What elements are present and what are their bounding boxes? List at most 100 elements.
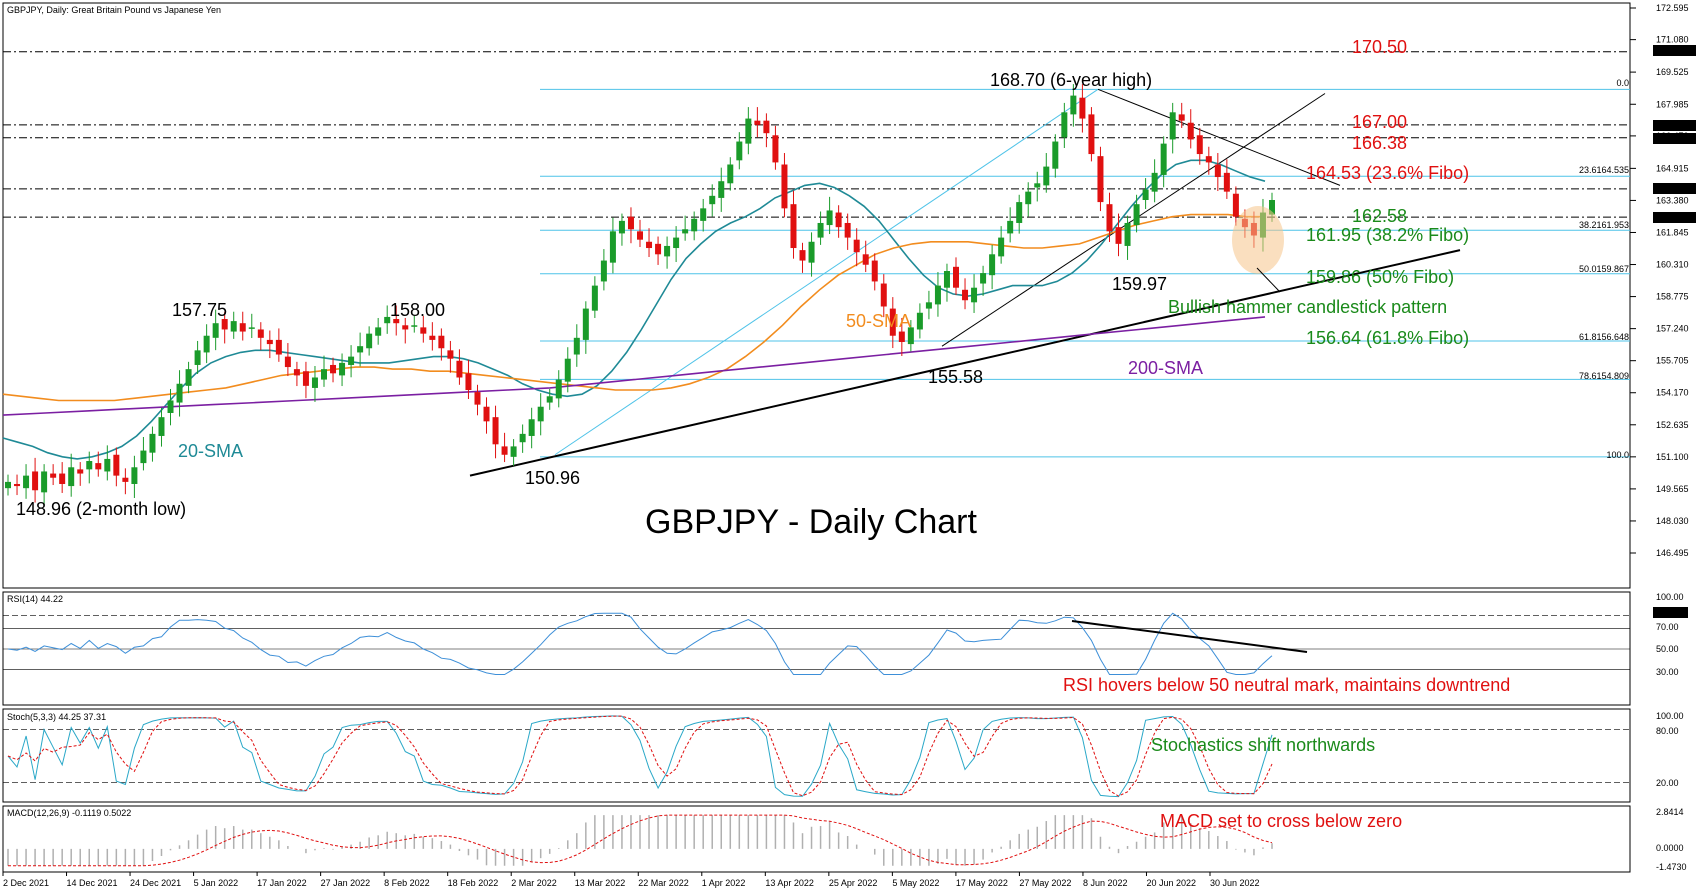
price-tick-label: 160.310 [1656, 260, 1689, 270]
candle-body [104, 458, 111, 472]
price-axis-highlights: 170.500 167.000 166.387 163.932 162.589 [1653, 45, 1696, 223]
date-tick-label: 13 Mar 2022 [575, 878, 626, 888]
candle-body [501, 446, 508, 455]
date-tick-label: 30 Jun 2022 [1210, 878, 1260, 888]
stoch-header: Stoch(5,3,3) 44.25 37.31 [7, 712, 106, 722]
candle-body [348, 356, 355, 365]
candle-body [339, 362, 346, 376]
fibo-anchor-line [554, 88, 1099, 456]
rsi-tick-70: 70.00 [1656, 622, 1679, 632]
candle-body [618, 220, 625, 234]
candle-body [826, 210, 833, 226]
candle-body [402, 325, 409, 330]
candle-body [772, 135, 779, 163]
candle-body [808, 241, 815, 263]
candle-body [1269, 200, 1275, 215]
rsi-tick-50: 50.00 [1656, 644, 1679, 654]
candle-body [14, 483, 21, 487]
macd-indicator [7, 814, 1273, 867]
candle-body [835, 212, 842, 228]
stoch-tick-100: 100.00 [1656, 711, 1684, 721]
candle-body [889, 308, 896, 336]
candle-body [898, 331, 905, 342]
price-tick-label: 161.845 [1656, 227, 1689, 237]
price-pane [2, 2, 1631, 589]
candle-body [41, 471, 48, 493]
trendlines [469, 88, 1461, 477]
candle-body [77, 469, 84, 474]
axis-label-163-93: 163.932 [1656, 184, 1689, 194]
candle-body [113, 454, 120, 476]
candle-body [871, 260, 878, 282]
date-tick-label: 2 Mar 2022 [511, 878, 557, 888]
candle-body [465, 373, 472, 391]
candle-body [1205, 156, 1212, 163]
fibo-label-100: 100.0 [1606, 450, 1629, 460]
candle-body [1160, 143, 1167, 175]
annotation-150-96: 150.96 [525, 468, 580, 488]
macd-header: MACD(12,26,9) -0.1119 0.5022 [7, 808, 131, 818]
sma50-line [2, 213, 1265, 402]
candle-body [483, 406, 490, 422]
stoch-pane [2, 708, 1631, 803]
price-axis: 172.595171.080169.525167.985166.470164.9… [1630, 3, 1689, 558]
candle-body [907, 327, 914, 345]
candle-body [1007, 220, 1014, 234]
chart-header: GBPJPY, Daily: Great Britain Pound vs Ja… [7, 5, 221, 15]
candle-body [122, 477, 129, 482]
rsi-indicator [3, 612, 1630, 675]
candle-body [925, 302, 932, 309]
rsi-tick-82: 82.67 [1656, 608, 1679, 618]
date-tick-label: 5 May 2022 [892, 878, 939, 888]
date-tick-label: 25 Apr 2022 [829, 878, 878, 888]
candle-body [745, 118, 752, 144]
price-tick-label: 149.565 [1656, 484, 1689, 494]
candle-body [510, 446, 517, 457]
candle-body [971, 287, 978, 303]
annotation-200-sma: 200-SMA [1128, 358, 1203, 378]
candle-body [573, 337, 580, 355]
candle-body [447, 350, 454, 359]
date-tick-label: 14 Dec 2021 [67, 878, 118, 888]
macd-tick-zero: 0.0000 [1656, 843, 1684, 853]
candle-body [682, 229, 689, 234]
candle-body [1232, 193, 1239, 217]
price-tick-label: 164.915 [1656, 163, 1689, 173]
fibo-label-0: 0.0 [1616, 78, 1629, 88]
macd-tick-top: 2.8414 [1656, 807, 1684, 817]
candle-body [564, 358, 571, 382]
date-tick-label: 17 May 2022 [956, 878, 1008, 888]
candle-body [709, 195, 716, 205]
candle-body [176, 383, 183, 403]
date-tick-label: 24 Dec 2021 [130, 878, 181, 888]
rsi-tick-100: 100.00 [1656, 592, 1684, 602]
price-tick-label: 167.985 [1656, 99, 1689, 109]
candle-body [95, 463, 102, 470]
sma200-line [2, 316, 1266, 416]
resistance-trendline [1097, 88, 1341, 186]
date-tick-label: 20 Jun 2022 [1146, 878, 1196, 888]
candle-body [68, 467, 75, 487]
date-tick-label: 2 Dec 2021 [3, 878, 49, 888]
candle-body [257, 329, 264, 338]
candle-body [32, 471, 39, 491]
date-tick-label: 5 Jan 2022 [194, 878, 239, 888]
annotation-157-75: 157.75 [172, 300, 227, 320]
annotation-168-70: 168.70 (6-year high) [990, 70, 1152, 90]
candle-body [411, 325, 418, 327]
candle-body [311, 377, 318, 388]
date-tick-label: 22 Mar 2022 [638, 878, 689, 888]
candle-body [321, 369, 327, 380]
candlesticks [5, 84, 1275, 507]
candle-body [293, 369, 300, 376]
candle-body [528, 419, 535, 436]
macd-pane [2, 805, 1631, 873]
price-tick-label: 151.100 [1656, 452, 1689, 462]
price-tick-label: 158.775 [1656, 292, 1689, 302]
date-axis: 2 Dec 2021 14 Dec 2021 24 Dec 2021 5 Jan 20… [2, 872, 1260, 888]
date-tick-label: 27 May 2022 [1019, 878, 1071, 888]
axis-label-167-00: 167.000 [1656, 121, 1689, 131]
candle-body [1133, 204, 1140, 226]
candle-body [393, 319, 400, 324]
stoch-tick-20: 20.00 [1656, 778, 1679, 788]
